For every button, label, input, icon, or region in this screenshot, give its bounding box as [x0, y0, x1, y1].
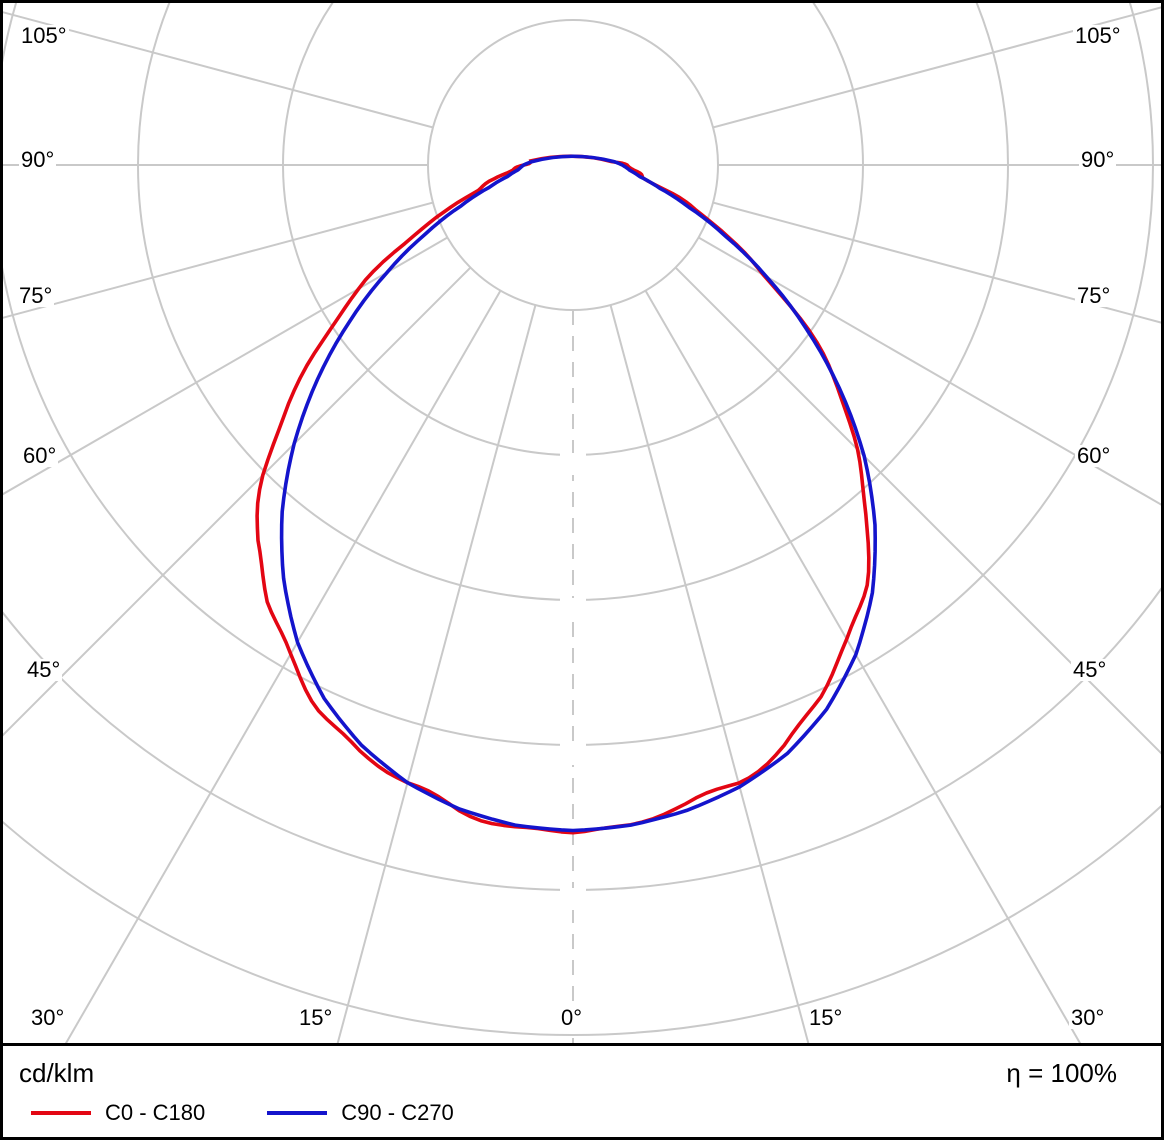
angle-label: 15° — [807, 1005, 845, 1030]
angle-label: 45° — [25, 657, 63, 682]
angle-label: 0° — [559, 1005, 585, 1030]
legend-item: C90 - C270 — [267, 1100, 454, 1126]
angle-label: 15° — [297, 1005, 335, 1030]
chart-footer: cd/klm η = 100% C0 - C180 C90 - C270 — [3, 1046, 1161, 1137]
angle-label: 90° — [1079, 147, 1117, 172]
legend-label: C0 - C180 — [105, 1100, 206, 1125]
polar-chart-canvas — [3, 3, 1161, 1043]
polar-chart: 105° 90° 75° 60° 45° 30° 15° 0° 15° 30° 45° 60° 75° 9… — [3, 3, 1161, 1046]
angle-label: 105° — [1073, 23, 1123, 48]
angle-label: 60° — [21, 443, 59, 468]
legend-item: C0 - C180 — [31, 1100, 205, 1126]
units-label: cd/klm — [19, 1058, 95, 1088]
legend-label: C90 - C270 — [341, 1100, 454, 1125]
legend-line-swatch — [31, 1111, 91, 1115]
legend: C0 - C180 C90 - C270 — [31, 1100, 454, 1126]
angle-label: 60° — [1075, 443, 1113, 468]
angle-label: 30° — [1069, 1005, 1107, 1030]
angle-label: 30° — [29, 1005, 67, 1030]
curve-c90-c270 — [279, 154, 877, 833]
ring-label-gaps — [560, 453, 586, 910]
efficiency-label: η = 100% — [1006, 1058, 1117, 1088]
polar-grid — [3, 3, 1161, 1043]
angle-label: 105° — [19, 23, 69, 48]
angle-label: 75° — [17, 283, 55, 308]
angle-label: 90° — [19, 147, 57, 172]
legend-line-swatch — [267, 1111, 328, 1115]
angle-label: 45° — [1071, 657, 1109, 682]
angle-label: 75° — [1075, 283, 1113, 308]
